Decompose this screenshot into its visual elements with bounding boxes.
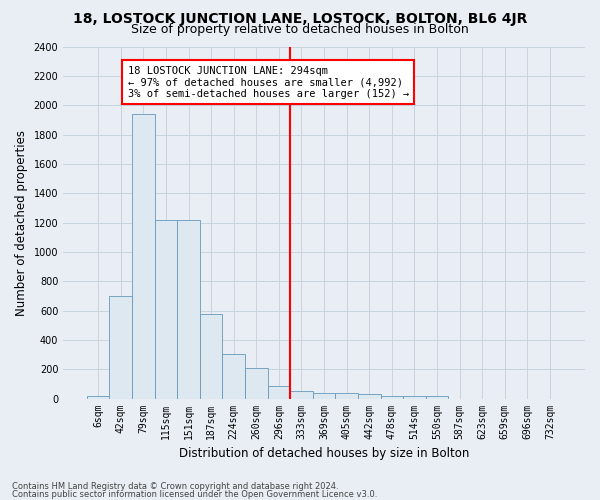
Bar xyxy=(200,314,223,398)
Bar xyxy=(335,394,358,398)
Text: 18 LOSTOCK JUNCTION LANE: 294sqm
← 97% of detached houses are smaller (4,992)
3%: 18 LOSTOCK JUNCTION LANE: 294sqm ← 97% o… xyxy=(128,66,409,99)
Text: Size of property relative to detached houses in Bolton: Size of property relative to detached ho… xyxy=(131,22,469,36)
Bar xyxy=(290,391,313,398)
Bar xyxy=(268,386,290,398)
Bar xyxy=(426,396,448,398)
Text: Contains HM Land Registry data © Crown copyright and database right 2024.: Contains HM Land Registry data © Crown c… xyxy=(12,482,338,491)
Bar xyxy=(380,396,403,398)
Text: Contains public sector information licensed under the Open Government Licence v3: Contains public sector information licen… xyxy=(12,490,377,499)
X-axis label: Distribution of detached houses by size in Bolton: Distribution of detached houses by size … xyxy=(179,447,469,460)
Bar xyxy=(313,393,335,398)
Bar xyxy=(132,114,155,399)
Y-axis label: Number of detached properties: Number of detached properties xyxy=(15,130,28,316)
Bar xyxy=(177,220,200,398)
Bar xyxy=(245,368,268,398)
Bar xyxy=(109,296,132,398)
Bar xyxy=(358,394,380,398)
Bar xyxy=(223,354,245,399)
Bar xyxy=(155,220,177,398)
Bar xyxy=(403,396,426,398)
Text: 18, LOSTOCK JUNCTION LANE, LOSTOCK, BOLTON, BL6 4JR: 18, LOSTOCK JUNCTION LANE, LOSTOCK, BOLT… xyxy=(73,12,527,26)
Bar xyxy=(87,396,109,398)
